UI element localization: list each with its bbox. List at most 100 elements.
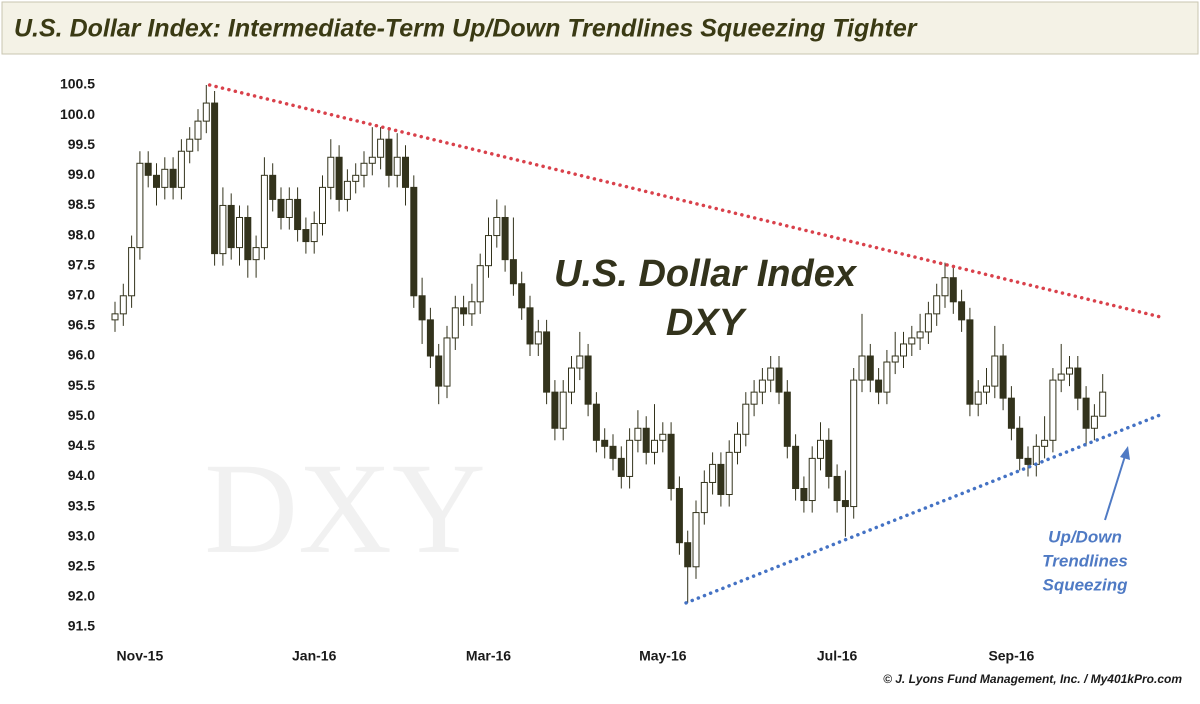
candle-body [1007, 397, 1015, 429]
candle-body [983, 385, 990, 393]
candle-body [443, 337, 451, 387]
candle-body [875, 379, 883, 393]
candle-body [1016, 427, 1024, 459]
candle-body [435, 355, 443, 387]
candle-body [767, 367, 775, 381]
candle-body [601, 439, 609, 447]
candle-body [410, 186, 418, 297]
candle-body [119, 295, 127, 315]
note: Up/Down [1048, 527, 1122, 546]
y-tick-label: 97.0 [68, 286, 95, 302]
candle-body [626, 439, 634, 477]
y-tick-label: 96.5 [68, 317, 95, 333]
candle-body [617, 457, 625, 477]
candle-body [501, 216, 509, 261]
candle-body [692, 512, 700, 568]
candle-body [675, 487, 683, 544]
candle-body [891, 355, 899, 363]
candle-body [144, 162, 152, 176]
candle-body [1090, 415, 1098, 429]
candle-body [310, 223, 318, 243]
candle-body [651, 439, 658, 453]
candle-body [609, 445, 617, 459]
candle-body [202, 102, 210, 122]
candle-body [991, 355, 999, 387]
candle-body [385, 138, 393, 176]
candle-body [543, 331, 551, 393]
candle-body [177, 150, 185, 188]
candle-body [949, 277, 957, 303]
candle-body [161, 168, 169, 188]
candle-body [169, 168, 177, 188]
candle-body [451, 307, 459, 339]
trendline [684, 413, 1162, 605]
candle-body [302, 229, 310, 243]
x-tick-label: Nov-15 [117, 648, 164, 664]
y-tick-label: 93.0 [68, 527, 95, 543]
candle-body [260, 174, 268, 249]
candle-body [659, 433, 667, 441]
note: Trendlines [1042, 551, 1128, 570]
candle-body [327, 156, 335, 188]
y-tick-label: 98.0 [68, 226, 95, 242]
candle-body [709, 463, 717, 483]
candle-body [576, 355, 584, 369]
y-tick-label: 93.5 [68, 497, 95, 513]
candle-body [966, 319, 974, 405]
y-tick-label: 92.0 [68, 588, 95, 604]
y-tick-label: 94.0 [68, 467, 95, 483]
candle-body [128, 247, 136, 297]
candle-body [833, 475, 841, 502]
candle-body [402, 156, 409, 188]
candle-body [493, 216, 501, 237]
trendline [207, 83, 1167, 320]
candle-body [1032, 445, 1040, 465]
y-tick-label: 98.5 [68, 196, 95, 212]
candle-body [518, 283, 526, 309]
candle-body [111, 313, 119, 321]
candle-body [1066, 367, 1073, 375]
candle-body [999, 355, 1007, 399]
candle-body [792, 445, 800, 489]
annotation-title: U.S. Dollar Index [554, 253, 858, 295]
note: Squeezing [1042, 575, 1128, 594]
candle-body [924, 313, 932, 333]
candle-body [377, 138, 385, 158]
candle-body [634, 427, 642, 441]
candle-body [476, 265, 484, 303]
candle-body [758, 379, 766, 393]
y-tick-label: 99.5 [68, 136, 95, 152]
candle-body [775, 367, 783, 393]
candle-body [426, 319, 434, 357]
candle-body [460, 307, 468, 315]
y-tick-label: 94.5 [68, 437, 95, 453]
candle-body [700, 481, 708, 514]
candle-body [717, 463, 725, 496]
candle-body [360, 162, 368, 176]
y-tick-label: 91.5 [68, 618, 95, 634]
candle-body [750, 391, 758, 405]
candle-body [817, 439, 824, 459]
watermark: DXY [204, 437, 486, 581]
candle-body [319, 186, 326, 225]
candle-body [186, 138, 194, 152]
candle-body [236, 216, 243, 249]
candle-body [734, 433, 741, 453]
candle-body [667, 433, 675, 489]
candle-body [958, 301, 966, 321]
candle-body [335, 156, 343, 200]
candle-body [285, 198, 293, 218]
y-tick-label: 97.5 [68, 256, 95, 272]
candle-body [568, 367, 575, 393]
candle-body [1057, 373, 1065, 381]
x-tick-label: May-16 [639, 648, 687, 664]
candle-body [526, 307, 534, 345]
candle-body [1049, 379, 1057, 441]
candle-body [153, 174, 160, 188]
x-tick-label: Jul-16 [817, 648, 858, 664]
candle-body [194, 120, 202, 140]
candle-body [783, 391, 791, 447]
candle-body [800, 487, 808, 502]
candle-body [933, 295, 941, 315]
